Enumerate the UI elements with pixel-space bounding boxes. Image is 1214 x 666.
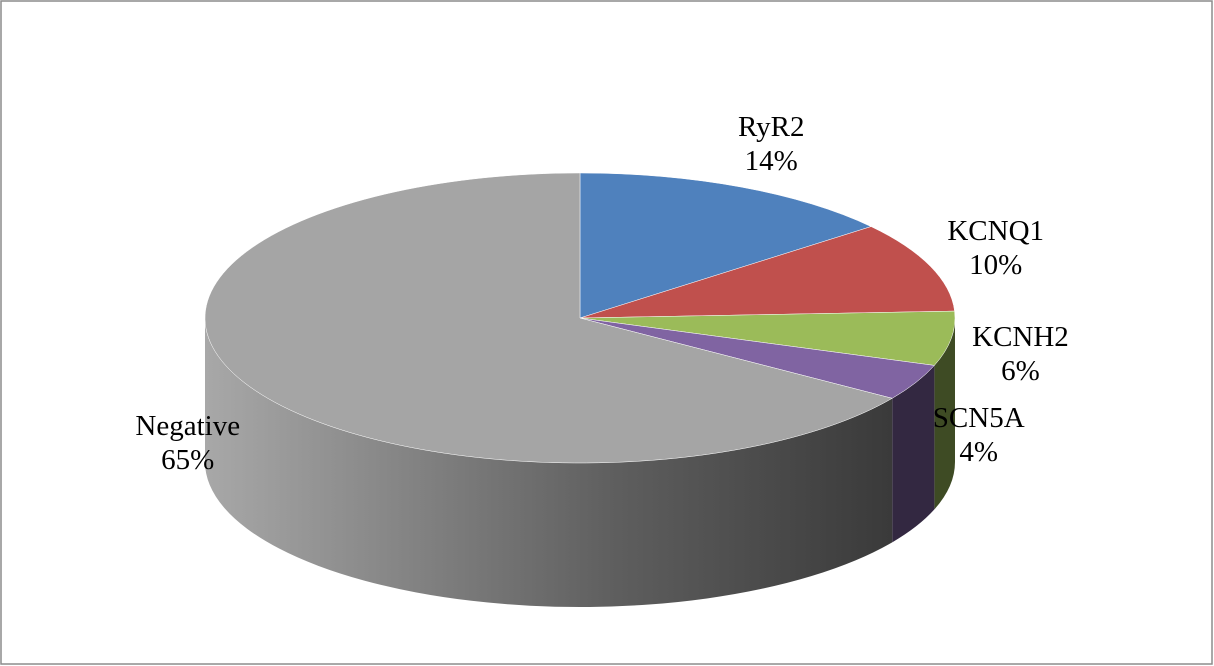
slice — [204, 172, 893, 464]
slice-label: Negative — [135, 410, 240, 442]
pie-tops — [204, 172, 956, 464]
value-label: 6% — [1001, 355, 1040, 387]
value-label: 65% — [161, 444, 214, 476]
slice-label: RyR2 — [738, 111, 805, 143]
slice-side — [934, 318, 955, 510]
slice-label: KCNQ1 — [947, 215, 1044, 247]
slice-label: SCN5A — [933, 402, 1025, 434]
value-label: 10% — [969, 249, 1022, 281]
slice-label: KCNH2 — [972, 321, 1069, 353]
slice — [579, 172, 872, 319]
slice-side — [892, 365, 935, 543]
value-label: 4% — [959, 436, 998, 468]
slice — [579, 226, 955, 319]
slice — [579, 310, 956, 366]
value-label: 14% — [745, 145, 798, 177]
